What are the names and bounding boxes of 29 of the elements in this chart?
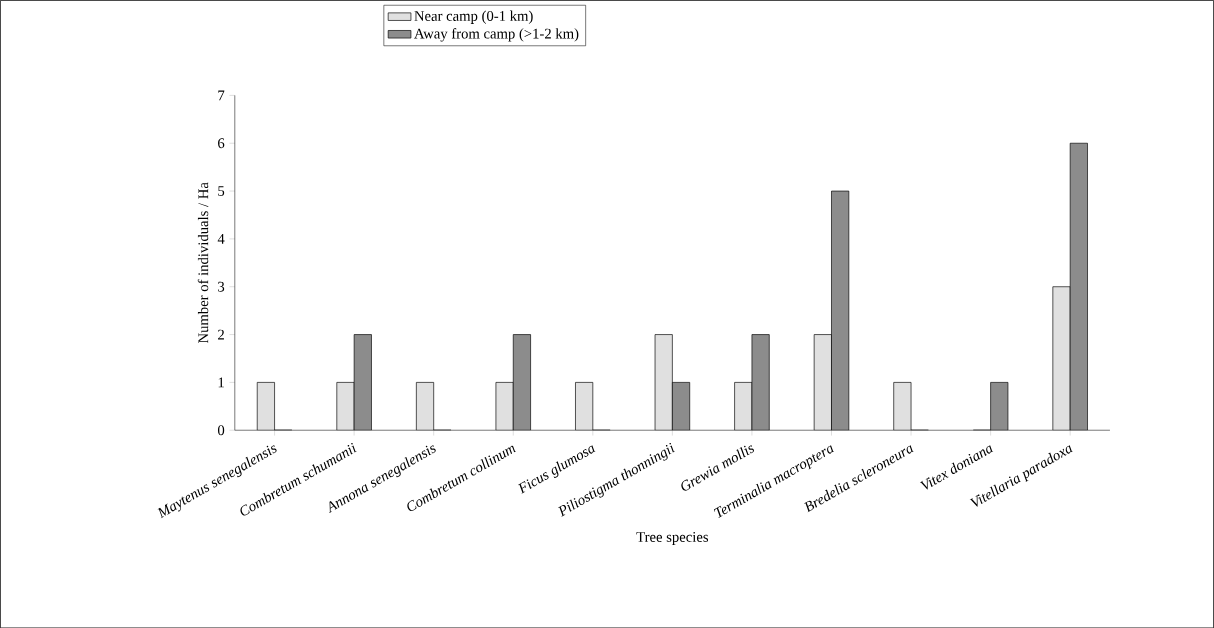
x-axis-title: Tree species: [636, 531, 709, 545]
bar: [990, 382, 1008, 431]
bar: [655, 334, 673, 431]
y-tick-label: 6: [218, 138, 225, 148]
y-tick-label: 0: [217, 425, 225, 436]
bar: [831, 190, 849, 431]
bar: [814, 334, 832, 431]
bar: [734, 382, 752, 431]
bar: [513, 334, 531, 431]
bar: [1052, 286, 1071, 431]
y-tick-label: 2: [218, 329, 224, 340]
y-tick-label: 5: [218, 186, 225, 196]
y-tick-label: 7: [218, 90, 225, 101]
bar: [751, 334, 770, 431]
y-axis-title: Number of individuals / Ha: [197, 182, 209, 343]
bar: [495, 382, 514, 431]
y-tick-label: 4: [217, 233, 225, 244]
bar: [416, 382, 434, 431]
bar: [672, 382, 690, 431]
bar: [257, 382, 275, 431]
y-tick-label: 1: [218, 377, 224, 388]
legend-label: Near camp (0-1 km): [414, 10, 533, 24]
bar: [575, 382, 593, 431]
bar: [893, 382, 912, 431]
bar: [1069, 142, 1088, 431]
bar: [336, 382, 355, 431]
y-tick-label: 3: [218, 281, 225, 292]
legend-label: Away from camp (>1-2 km): [414, 27, 579, 42]
bar: [354, 334, 372, 431]
